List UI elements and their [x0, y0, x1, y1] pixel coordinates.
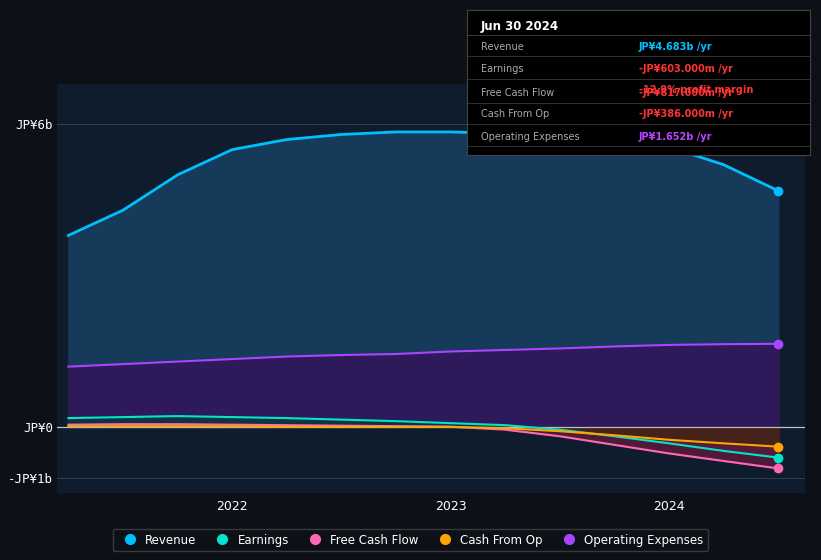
Text: Revenue: Revenue	[481, 42, 524, 52]
Text: JP¥4.683b /yr: JP¥4.683b /yr	[639, 42, 712, 52]
Text: JP¥1.652b /yr: JP¥1.652b /yr	[639, 132, 712, 142]
Text: -JP¥817.000m /yr: -JP¥817.000m /yr	[639, 88, 732, 99]
Text: Earnings: Earnings	[481, 64, 523, 74]
Text: -JP¥603.000m /yr: -JP¥603.000m /yr	[639, 64, 732, 74]
Text: Cash From Op: Cash From Op	[481, 109, 549, 119]
Legend: Revenue, Earnings, Free Cash Flow, Cash From Op, Operating Expenses: Revenue, Earnings, Free Cash Flow, Cash …	[113, 529, 708, 551]
Text: Operating Expenses: Operating Expenses	[481, 132, 580, 142]
Text: Jun 30 2024: Jun 30 2024	[481, 20, 559, 33]
Text: -JP¥386.000m /yr: -JP¥386.000m /yr	[639, 109, 732, 119]
Text: Free Cash Flow: Free Cash Flow	[481, 88, 554, 99]
Text: -12.9% profit margin: -12.9% profit margin	[639, 85, 753, 95]
